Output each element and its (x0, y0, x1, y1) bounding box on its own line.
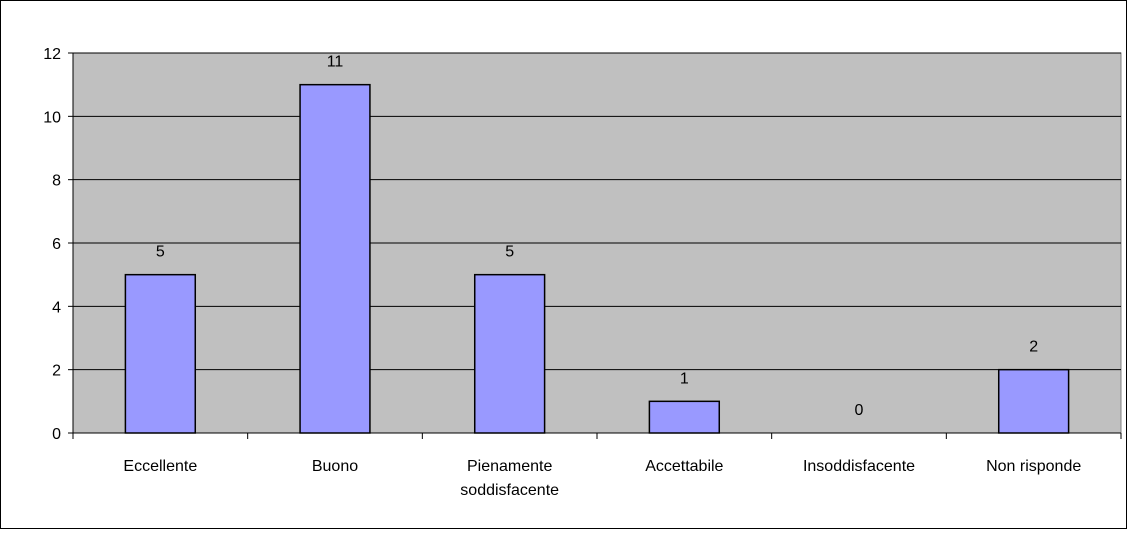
x-tick-label: Accettabile (645, 458, 723, 475)
bar (473, 273, 546, 434)
data-labels: 5 11 5 1 0 2 (156, 54, 1038, 419)
data-label: 2 (1029, 339, 1038, 356)
data-label: 0 (855, 402, 864, 419)
y-tick-label: 10 (43, 109, 61, 126)
y-tick-label: 4 (52, 299, 61, 316)
y-tick-label: 6 (52, 236, 61, 253)
y-tick-label: 8 (52, 173, 61, 190)
data-label: 5 (156, 244, 165, 261)
x-tick-label: Pienamente soddisfacente (460, 458, 559, 499)
data-label: 5 (505, 244, 514, 261)
bar (299, 83, 371, 434)
y-tick-label: 0 (52, 426, 61, 443)
x-tick-label: Buono (312, 458, 358, 475)
y-tick-label: 12 (43, 46, 61, 63)
data-label: 11 (327, 54, 344, 71)
x-tick-label: Non risponde (986, 458, 1081, 475)
x-axis: Eccellente Buono Pienamente soddisfacente Ac… (72, 432, 1122, 499)
bar (997, 368, 1070, 434)
bars (124, 83, 1070, 434)
bar (124, 273, 197, 434)
x-tick-label: Insoddisfacente (803, 458, 915, 475)
data-label: 1 (680, 370, 689, 387)
bar (648, 400, 721, 434)
y-tick-label: 2 (52, 363, 61, 380)
gridlines (73, 52, 1121, 371)
x-tick-label: Eccellente (123, 458, 197, 475)
y-axis: 0 2 4 6 8 10 12 (43, 46, 74, 443)
